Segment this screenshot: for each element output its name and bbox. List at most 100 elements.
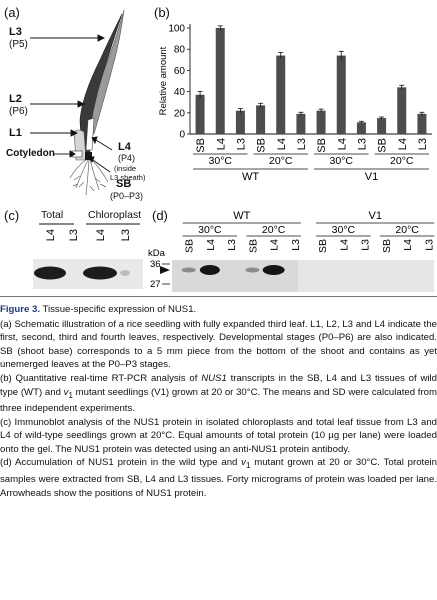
lane-label: L4 xyxy=(45,229,57,241)
sb-label: SB xyxy=(116,178,132,190)
caption-a: (a) Schematic illustration of a rice see… xyxy=(0,318,437,371)
temp-label: 30°C xyxy=(330,155,354,167)
x-tick-label: SB xyxy=(195,138,207,153)
caption-d-sub: 1 xyxy=(245,461,251,471)
leaf-label-l3: L3 xyxy=(9,26,22,38)
bar xyxy=(276,55,286,135)
genotype-label: V1 xyxy=(369,210,382,222)
bar xyxy=(235,110,245,134)
y-tick-label: 60 xyxy=(174,66,186,77)
caption-b-text-1: (b) Quantitative real-time RT-PCR analys… xyxy=(0,372,202,384)
leaf-label-l1: L1 xyxy=(9,127,22,139)
temp-label: 30°C xyxy=(198,224,222,236)
panel-a: (a) L3 (P5) L2 xyxy=(0,0,150,205)
x-tick-label: L3 xyxy=(235,138,247,150)
bar xyxy=(215,28,225,134)
figure-title: Tissue-specific expression of NUS1. xyxy=(39,304,197,315)
y-tick-label: 80 xyxy=(174,45,186,56)
arrowhead-icon xyxy=(160,266,170,274)
protein-band xyxy=(181,267,196,273)
caption-b: (b) Quantitative real-time RT-PCR analys… xyxy=(0,372,437,416)
caption-b-text-3: mutant seedlings (V1) grown at 20 or 30°… xyxy=(0,386,437,415)
leaf-note-l4-2: L3 sheath) xyxy=(110,173,146,182)
leaf-note-l4-1: (inside xyxy=(114,164,137,173)
caption-b-gene: NUS1 xyxy=(201,372,227,384)
genotype-label: WT xyxy=(233,210,250,222)
protein-band xyxy=(199,265,220,275)
lane-label: SB xyxy=(317,239,329,253)
x-tick-label: L3 xyxy=(417,138,429,150)
bar xyxy=(417,113,427,134)
figure-number: Figure 3. xyxy=(0,304,40,315)
temp-label: 20°C xyxy=(269,155,293,167)
immunoblot-c: L4 L3 L4 L3 xyxy=(33,223,143,289)
bar-chart: 0 20 40 60 80 100 Relative amount SB L4 L3 SB L4 L3 S… xyxy=(158,24,432,183)
temp-label: 20°C xyxy=(390,155,414,167)
bar xyxy=(397,87,407,134)
marker-36: 36 xyxy=(150,259,161,270)
lane-label: L3 xyxy=(360,239,372,251)
bar xyxy=(377,118,387,134)
lane-label: L3 xyxy=(423,239,435,251)
leaf-label-l4: L4 xyxy=(118,141,131,153)
x-tick-label: L3 xyxy=(356,138,368,150)
marker-27: 27 xyxy=(150,279,161,290)
x-tick-label: SB xyxy=(256,138,268,153)
lane-label: SB xyxy=(184,239,196,253)
bar xyxy=(195,94,205,134)
panel-c-label: (c) xyxy=(4,208,20,223)
y-tick-label: 40 xyxy=(174,87,186,98)
group-label-total: Total xyxy=(41,209,64,221)
y-tick-label: 100 xyxy=(168,24,185,35)
temp-label: 30°C xyxy=(332,224,356,236)
lane-label: L4 xyxy=(402,239,414,251)
lane-label: L3 xyxy=(120,229,132,241)
x-tick-label: L4 xyxy=(397,138,409,150)
bar xyxy=(336,55,346,135)
seedling-illustration xyxy=(30,9,125,196)
panel-b-label: (b) xyxy=(154,5,170,20)
x-tick-label: L3 xyxy=(296,138,308,150)
bar xyxy=(356,122,366,134)
y-tick-label: 0 xyxy=(179,130,185,141)
leaf-stage-l3: (P5) xyxy=(9,39,28,50)
cotyledon-label: Cotyledon xyxy=(6,148,55,159)
caption-d-text-2: mutant grown at 20 or 30°C. Total protei… xyxy=(0,457,437,499)
temp-label: 20°C xyxy=(395,224,419,236)
blot-membrane-v1 xyxy=(298,260,434,292)
protein-band xyxy=(245,267,260,273)
caption-title: Figure 3. Tissue-specific expression of … xyxy=(0,303,437,317)
panel-c: (c) Total Chloroplast L4 L3 L4 L3 xyxy=(0,205,148,295)
y-axis-label: Relative amount xyxy=(158,46,169,115)
temp-label: 20°C xyxy=(262,224,286,236)
caption-b-text-2: transcripts in the SB, L4 and L3 tissues… xyxy=(0,372,437,398)
x-tick-label: L4 xyxy=(215,138,227,150)
caption-d-mutant: v xyxy=(241,457,246,469)
lane-label: L3 xyxy=(290,239,302,251)
x-tick-label: L4 xyxy=(276,138,288,150)
caption-b-mutant: v xyxy=(63,386,69,398)
caption-b-sub: 1 xyxy=(68,390,73,400)
x-tick-label: SB xyxy=(377,138,389,153)
genotype-label: WT xyxy=(242,171,259,183)
leaf-stage-l4: (P4) xyxy=(118,153,136,163)
sb-stage: (P0–P3) xyxy=(110,191,144,201)
caption-d-text-1: (d) Accumulation of NUS1 protein in the … xyxy=(0,457,242,469)
protein-band xyxy=(262,265,285,275)
bar xyxy=(296,113,306,134)
temp-label: 30°C xyxy=(209,155,233,167)
lane-label: SB xyxy=(381,239,393,253)
leaf-label-l2: L2 xyxy=(9,93,22,105)
lane-label: L3 xyxy=(226,239,238,251)
caption-c: (c) Immunoblot analysis of the NUS1 prot… xyxy=(0,416,437,455)
figure-caption: Figure 3. Tissue-specific expression of … xyxy=(0,296,437,500)
group-label-chloroplast: Chloroplast xyxy=(88,209,142,221)
bar xyxy=(316,110,326,134)
lane-label: L4 xyxy=(205,239,217,251)
lane-label: SB xyxy=(247,239,259,253)
lane-label: L4 xyxy=(95,229,107,241)
panel-d: (d) WT V1 30°C 20°C 30°C 20°C SB L4 L3 SB L4 L3 SB L4… xyxy=(148,205,437,295)
bar xyxy=(256,105,266,134)
panel-a-label: (a) xyxy=(4,5,20,20)
x-tick-label: L4 xyxy=(336,138,348,150)
